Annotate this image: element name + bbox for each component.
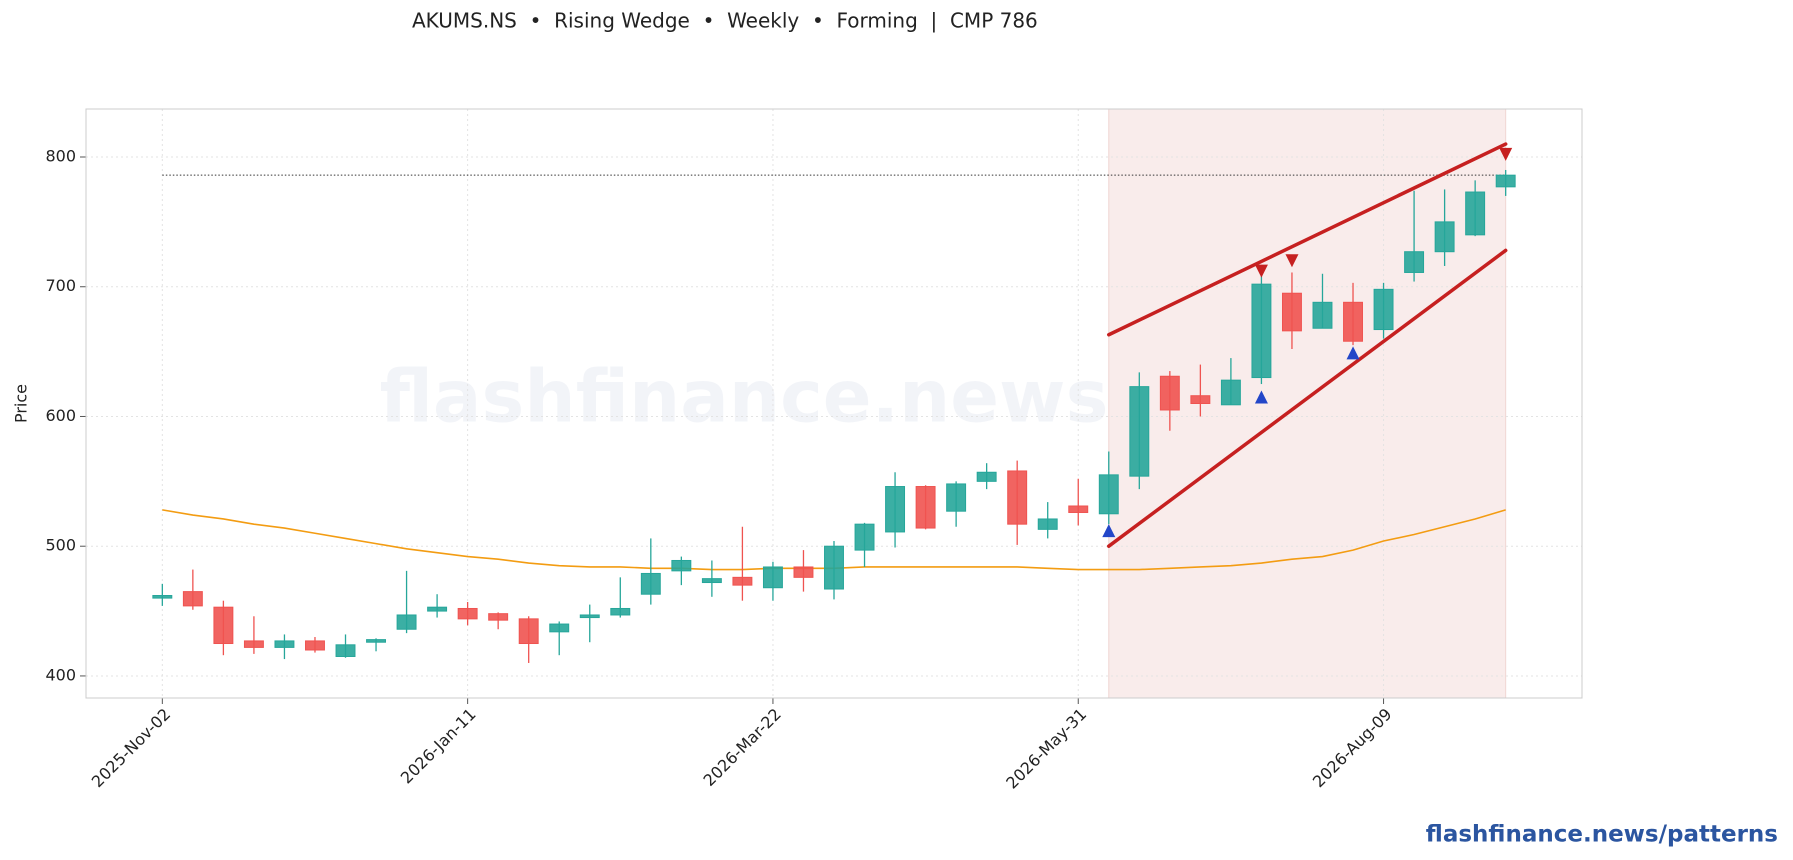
candle-body	[335, 644, 356, 657]
footer: flashfinance.news/patterns	[1426, 822, 1778, 848]
y-tick-label: 400	[45, 665, 76, 684]
candle-body	[549, 623, 570, 633]
candle-body	[457, 607, 478, 620]
x-tick-label: 2026-Aug-09	[1309, 705, 1396, 792]
candle-body	[1281, 292, 1302, 332]
x-tick-label: 2026-Jan-11	[397, 705, 480, 788]
candle-body	[671, 559, 692, 572]
candle-body	[1343, 301, 1363, 342]
candle-body	[1159, 375, 1180, 411]
candle-body	[1098, 474, 1119, 515]
trendline	[1107, 142, 1508, 337]
candle-body	[1465, 191, 1486, 236]
signal-marker	[1254, 390, 1268, 404]
candle-body	[610, 607, 631, 616]
candle-body	[579, 614, 600, 619]
x-tick-label: 2026-May-31	[1002, 705, 1090, 793]
candle-body	[701, 578, 722, 584]
y-tick-label: 700	[45, 276, 76, 295]
candle-body	[1007, 470, 1028, 525]
candle-body	[182, 591, 203, 607]
candle-body	[976, 471, 997, 482]
candle-body	[1312, 301, 1333, 329]
candle-body	[274, 640, 295, 648]
candle-body	[1373, 288, 1394, 331]
candle-body	[1190, 395, 1211, 404]
x-tick-label: 2026-Mar-22	[700, 705, 785, 790]
y-axis-label: Price	[12, 384, 31, 423]
chart-title: AKUMS.NS • Rising Wedge • Weekly • Formi…	[412, 9, 1038, 33]
candle-body	[1220, 379, 1241, 406]
candle-body	[1037, 518, 1058, 530]
candle-body	[1434, 221, 1455, 253]
y-tick-label: 500	[45, 536, 76, 555]
signal-marker	[1254, 264, 1268, 278]
candle-body	[1404, 251, 1425, 273]
candle-body	[427, 606, 448, 612]
x-tick-label: 2025-Nov-02	[88, 705, 175, 792]
candle-body	[885, 486, 906, 533]
candle-body	[1129, 386, 1150, 477]
signal-marker	[1499, 147, 1513, 161]
y-tick-label: 600	[45, 406, 76, 425]
candle-body	[518, 618, 539, 645]
plot-frame	[85, 108, 1583, 699]
watermark: flashfinance.news	[380, 355, 1109, 439]
candle-body	[305, 640, 325, 651]
candle-body	[793, 566, 814, 578]
candle-body	[1068, 505, 1089, 513]
candle-body	[243, 640, 264, 648]
signal-marker	[1285, 254, 1299, 268]
candle-body	[1251, 283, 1272, 379]
signal-marker	[1346, 346, 1360, 360]
candle-body	[732, 576, 753, 586]
candle-body	[213, 606, 234, 645]
candle-body	[488, 613, 509, 621]
candle-body	[1495, 174, 1516, 188]
candle-body	[854, 523, 875, 551]
signal-marker	[1102, 524, 1116, 538]
trendline	[1107, 248, 1508, 548]
candle-body	[152, 595, 173, 599]
candle-body	[396, 614, 417, 630]
candle-body	[366, 639, 387, 643]
candle-body	[824, 545, 844, 590]
candle-body	[946, 483, 967, 512]
candle-body	[762, 566, 783, 589]
candle-body	[640, 572, 661, 595]
y-tick-label: 800	[45, 147, 76, 166]
candle-body	[915, 486, 936, 529]
